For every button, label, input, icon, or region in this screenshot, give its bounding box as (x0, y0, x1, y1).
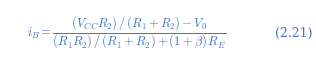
Text: $i_B = \dfrac{(V_{CC}R_2)\,/\,(R_1 + R_2) - V_0}{(R_1R_2)\,/\,(R_1 + R_2) + (1 +: $i_B = \dfrac{(V_{CC}R_2)\,/\,(R_1 + R_2… (27, 15, 226, 51)
Text: (2.21): (2.21) (275, 27, 313, 39)
